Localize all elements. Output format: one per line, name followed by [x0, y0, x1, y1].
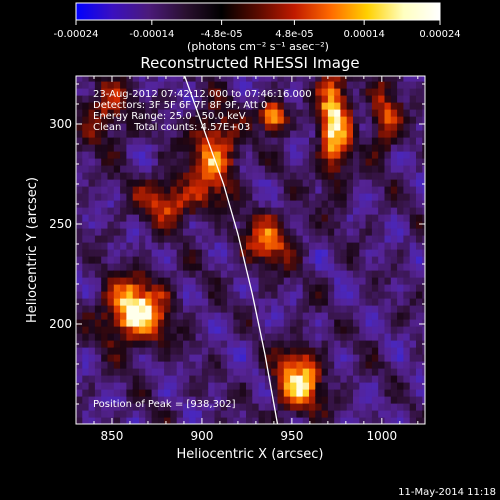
heatmap [76, 76, 425, 424]
colorbar-tick-label: 0.00014 [343, 29, 384, 40]
y-tick-label: 250 [49, 217, 72, 231]
x-tick-label: 850 [101, 429, 124, 443]
clean-counts-label: Clean Total counts: 4.57E+03 [93, 122, 250, 133]
x-tick-label: 900 [190, 429, 213, 443]
plot-frame [75, 75, 426, 425]
colorbar-tick-label: 4.8e-05 [275, 29, 313, 40]
colorbar-tick-label: 0.00024 [419, 29, 460, 40]
time-range-label: 23-Aug-2012 07:42:12.000 to 07:46:16.000 [93, 89, 312, 100]
y-axis-label: Heliocentric Y (arcsec) [25, 177, 40, 323]
x-tick-label: 1000 [367, 429, 398, 443]
detectors-label: Detectors: 3F 5F 6F 7F 8F 9F, Att 0 [93, 100, 267, 111]
colorbar-units-label: (photons cm⁻² s⁻¹ asec⁻²) [187, 40, 329, 53]
colorbar-tick-label: -4.8e-05 [201, 29, 243, 40]
y-axis: 200 250 300 [49, 83, 425, 405]
x-axis-label: Heliocentric X (arcsec) [177, 447, 324, 462]
peak-position-label: Position of Peak = [938,302] [93, 399, 236, 410]
solar-limb-curve [183, 76, 279, 424]
colorbar [75, 2, 441, 21]
x-axis: 850 900 950 1000 [93, 76, 419, 443]
colorbar-tick-label: -0.00014 [129, 29, 174, 40]
y-tick-label: 200 [49, 317, 72, 331]
energy-range-label: Energy Range: 25.0 - 50.0 keV [93, 111, 246, 122]
chart-title: Reconstructed RHESSI Image [140, 54, 359, 72]
y-tick-label: 300 [49, 117, 72, 131]
colorbar-ticks: -0.00024 -0.00014 -4.8e-05 4.8e-05 0.00014 0.… [54, 20, 461, 40]
colorbar-tick-label: -0.00024 [54, 29, 99, 40]
image-annotations: 23-Aug-2012 07:42:12.000 to 07:46:16.000… [93, 89, 312, 410]
x-tick-label: 950 [280, 429, 303, 443]
footer-date: 11-May-2014 11:18 [398, 487, 496, 498]
